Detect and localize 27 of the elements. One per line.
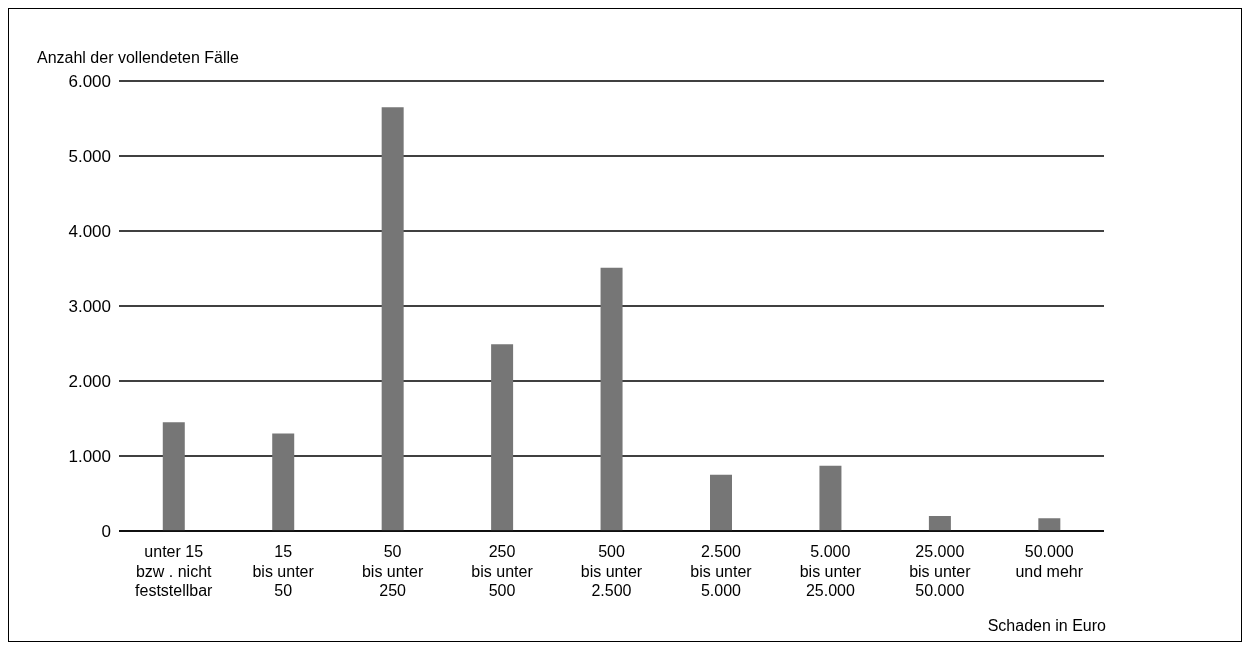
bar — [381, 107, 404, 531]
x-tick-label: 50.000 und mehr — [1015, 543, 1084, 580]
x-tick-label: 250 bis unter 500 — [471, 543, 534, 599]
bar — [928, 516, 951, 531]
bar — [710, 474, 732, 531]
y-tick-label: 2.000 — [68, 372, 111, 392]
x-tick-label: 5.000 bis unter 25.000 — [799, 543, 862, 599]
bar — [491, 344, 514, 531]
y-tick-label: 5.000 — [68, 147, 111, 167]
y-tick-label: 1.000 — [68, 447, 111, 467]
y-tick-label: 4.000 — [68, 222, 111, 242]
bar — [1038, 518, 1061, 531]
x-tick-label: unter 15 bzw . nicht feststellbar — [135, 543, 214, 599]
bar — [819, 465, 842, 531]
x-tick-label: 2.500 bis unter 5.000 — [690, 543, 753, 599]
x-tick-label: 25.000 bis unter 50.000 — [909, 543, 972, 599]
y-tick-label: 3.000 — [68, 297, 111, 317]
x-tick-label: 50 bis unter 250 — [361, 543, 424, 599]
y-axis-title: Anzahl der vollendeten Fälle — [37, 49, 239, 67]
bar — [162, 422, 185, 531]
x-tick-label: 15 bis unter 50 — [252, 543, 315, 599]
y-tick-label: 0 — [101, 522, 111, 542]
x-tick-label: 500 bis unter 2.500 — [580, 543, 643, 599]
bar — [600, 267, 623, 531]
x-axis-title: Schaden in Euro — [987, 617, 1106, 635]
y-tick-label: 6.000 — [68, 72, 111, 92]
bar — [272, 433, 295, 531]
